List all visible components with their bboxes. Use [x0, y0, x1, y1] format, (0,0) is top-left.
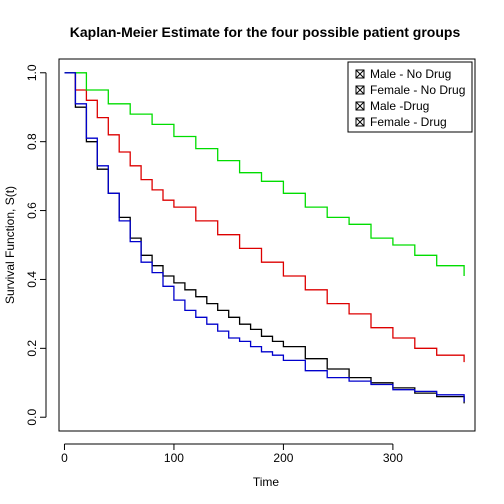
- legend-symbol-cross: [355, 117, 365, 127]
- legend: Male - No Drug Female - No Drug Male -Drug…: [347, 61, 473, 133]
- legend-symbol: [355, 101, 365, 111]
- legend-label: Female - No Drug: [370, 83, 465, 97]
- x-tick-label: 0: [61, 451, 68, 465]
- y-tick-label: 0.8: [25, 133, 39, 150]
- series-line-3: [64, 72, 465, 276]
- x-tick-label: 200: [273, 451, 293, 465]
- legend-symbol-cross: [355, 85, 365, 95]
- legend-box: [347, 61, 473, 133]
- plot-frame: [58, 58, 476, 432]
- legend-symbol-cross: [355, 69, 365, 79]
- legend-label: Female - Drug: [370, 115, 447, 129]
- series-line-2: [64, 72, 465, 363]
- x-tick-label: 100: [164, 451, 184, 465]
- series-group: [64, 72, 465, 404]
- y-tick-label: 0.0: [25, 409, 39, 426]
- legend-label: Male -Drug: [370, 99, 429, 113]
- y-axis-label: Survival Function, S(t): [3, 186, 17, 304]
- legend-item: Male -Drug: [355, 99, 429, 113]
- legend-symbol: [355, 69, 365, 79]
- y-tick-label: 1.0: [25, 64, 39, 81]
- axes: 0 100 200 300 0.0 0.2 0.4 0.6 0.8 1.0: [25, 64, 403, 465]
- y-tick-label: 0.2: [25, 340, 39, 357]
- x-axis-label: Time: [253, 475, 280, 489]
- y-tick-label: 0.4: [25, 271, 39, 288]
- legend-label: Male - No Drug: [370, 67, 451, 81]
- chart-title: Kaplan-Meier Estimate for the four possi…: [70, 24, 461, 40]
- legend-symbol: [355, 85, 365, 95]
- x-tick-label: 300: [383, 451, 403, 465]
- y-tick-label: 0.6: [25, 202, 39, 219]
- legend-item: Female - No Drug: [355, 83, 465, 97]
- series-line-4: [64, 72, 465, 402]
- legend-item: Female - Drug: [355, 115, 447, 129]
- legend-item: Male - No Drug: [355, 67, 451, 81]
- legend-symbol-cross: [355, 101, 365, 111]
- legend-symbol: [355, 117, 365, 127]
